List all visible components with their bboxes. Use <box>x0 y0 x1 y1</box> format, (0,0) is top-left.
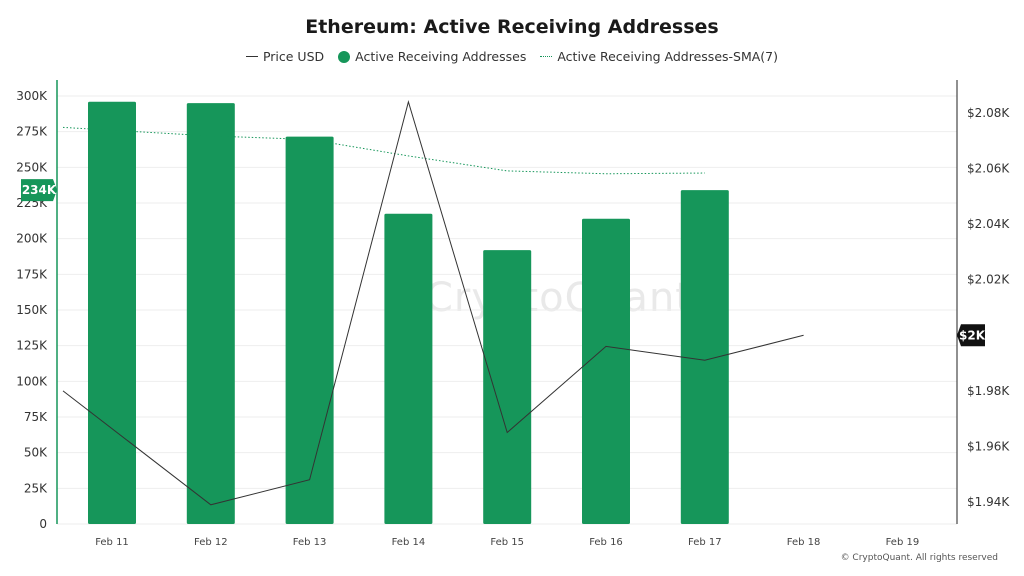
legend-dot-marker <box>338 50 351 63</box>
legend-item-addresses[interactable]: Active Receiving Addresses <box>338 49 526 64</box>
y-left-tick-label: 275K <box>16 125 48 139</box>
y-left-tick-label: 100K <box>16 374 48 388</box>
bar <box>483 250 532 524</box>
x-tick-label: Feb 17 <box>688 537 722 548</box>
y-left-tick-label: 50K <box>24 446 48 460</box>
chart-title: Ethereum: Active Receiving Addresses <box>305 16 719 38</box>
y-left-tick-label: 200K <box>16 232 48 246</box>
y-left-tick-label: 150K <box>16 303 48 317</box>
y-left-tick-label: 0 <box>39 517 47 531</box>
x-tick-label: Feb 19 <box>886 537 920 548</box>
x-tick-label: Feb 18 <box>787 537 821 548</box>
price-line <box>62 100 804 506</box>
bar <box>680 190 729 524</box>
bar <box>186 103 235 524</box>
y-right-tick-label: $2.06K <box>967 162 1010 176</box>
current-value-label-right: $2K <box>959 328 986 342</box>
y-right-tick-label: $2.02K <box>967 273 1010 287</box>
bar <box>582 218 630 524</box>
legend-label-addresses: Active Receiving Addresses <box>355 49 527 64</box>
copyright-notice: © CryptoQuant. All rights reserved <box>840 553 998 563</box>
legend-item-sma[interactable]: Active Receiving Addresses-SMA(7) <box>540 49 778 64</box>
y-right-tick-label: $2.08K <box>967 106 1010 120</box>
y-left-tick-label: 125K <box>16 339 48 353</box>
x-tick-label: Feb 13 <box>293 537 327 548</box>
y-right-tick-label: $1.96K <box>967 439 1010 453</box>
legend-dotted-marker <box>540 56 553 57</box>
y-left-tick-label: 75K <box>24 410 48 424</box>
y-left-tick-label: 250K <box>16 160 48 174</box>
y-left-tick-label: 25K <box>24 481 48 495</box>
legend-item-price[interactable]: Price USD <box>245 49 325 64</box>
y-right-tick-label: $2.04K <box>967 217 1010 231</box>
watermark: CryptoQuant <box>425 275 692 321</box>
sma-line <box>62 126 705 175</box>
chart-legend: Price USD Active Receiving Addresses Act… <box>0 49 1024 64</box>
y-right-tick-label: $1.98K <box>967 384 1010 398</box>
y-left-tick-label: 300K <box>16 89 48 103</box>
x-tick-label: Feb 11 <box>95 537 129 548</box>
x-tick-label: Feb 16 <box>589 537 623 548</box>
y-right-tick-label: $1.94K <box>967 495 1010 509</box>
legend-line-marker <box>245 56 258 57</box>
legend-label-sma: Active Receiving Addresses-SMA(7) <box>557 49 779 64</box>
x-tick-label: Feb 12 <box>194 537 228 548</box>
bar <box>384 213 433 524</box>
bar <box>285 136 334 524</box>
current-value-flag-left <box>21 179 57 202</box>
bar <box>88 101 136 524</box>
current-value-flag-right <box>957 324 985 347</box>
x-tick-label: Feb 14 <box>392 537 426 548</box>
current-value-label-left: 234K <box>22 183 57 197</box>
x-tick-label: Feb 15 <box>490 537 524 548</box>
legend-label-price: Price USD <box>262 49 325 64</box>
y-left-tick-label: 175K <box>16 267 48 281</box>
